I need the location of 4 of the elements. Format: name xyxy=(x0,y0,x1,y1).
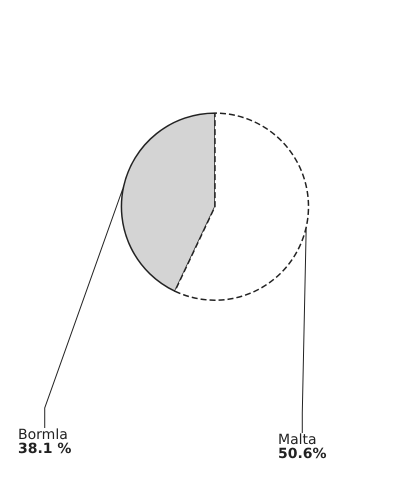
slice-label: Bormla xyxy=(18,427,68,443)
data-label: 38.1 % xyxy=(18,441,72,457)
data-label: 50.6% xyxy=(278,446,327,462)
slice-label: Malta xyxy=(278,432,317,448)
